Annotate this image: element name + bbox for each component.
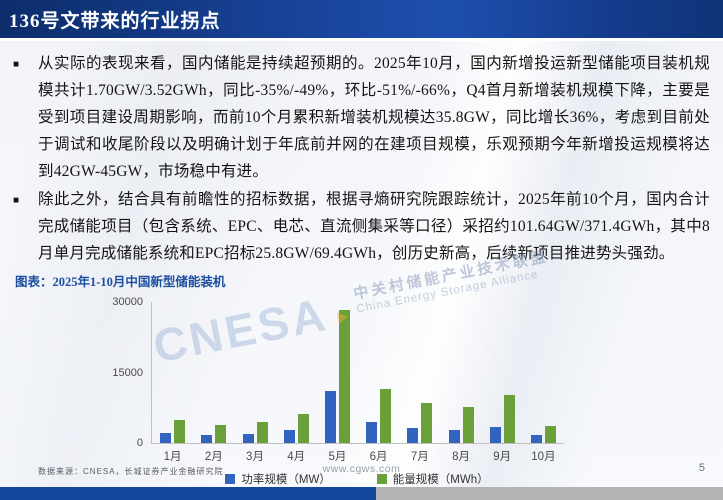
chart-legend: 功率规模（MW） 能量规模（MWh） xyxy=(151,471,563,487)
bullet-text: 除此之外，结合具有前瞻性的招标数据，根据寻熵研究院跟踪统计，2025年前10个月… xyxy=(38,191,710,262)
bar xyxy=(160,433,172,443)
bar xyxy=(366,422,378,443)
bar xyxy=(256,422,268,443)
bar xyxy=(174,419,186,443)
bar-group xyxy=(482,302,523,443)
x-tick-label: 6月 xyxy=(369,451,388,463)
bar-group xyxy=(523,302,564,443)
bar xyxy=(530,435,542,443)
bar-group xyxy=(399,302,440,443)
bar xyxy=(380,388,392,443)
x-tick-label: 8月 xyxy=(452,451,470,463)
x-tick-label: 1月 xyxy=(163,451,182,463)
bar-group xyxy=(193,302,234,443)
bar-group xyxy=(234,302,275,443)
footer-website: www.cgws.com xyxy=(322,463,401,475)
page-number: 5 xyxy=(698,462,705,474)
x-tick-label: 9月 xyxy=(493,451,512,463)
bar xyxy=(448,430,460,443)
bottom-bar-blue-segment xyxy=(0,487,376,500)
legend-item: 能量规模（MWh） xyxy=(376,471,489,487)
x-tick-label: 7月 xyxy=(410,451,429,463)
legend-swatch xyxy=(376,474,387,484)
x-tick-label: 5月 xyxy=(328,451,347,463)
x-axis-labels: 1月 2月 3月 4月 5月 6月 7月 8月 9月 10月 xyxy=(152,444,564,464)
list-item: ■ 除此之外，结合具有前瞻性的招标数据，根据寻熵研究院跟踪统计，2025年前10… xyxy=(13,186,710,267)
bullet-icon: ■ xyxy=(13,195,20,206)
bullet-text: 从实际的表现来看，国内储能是持续超预期的。2025年10月，国内新增投运新型储能… xyxy=(38,55,710,180)
bar xyxy=(242,434,254,443)
bar-group xyxy=(152,302,193,443)
chart-caption: 图表：2025年1-10月中国新型储能装机 xyxy=(15,275,226,289)
x-tick-label: 2月 xyxy=(204,451,223,463)
bar-group xyxy=(440,302,481,443)
x-tick-label: 4月 xyxy=(287,451,306,463)
plot-area xyxy=(151,302,564,444)
bar xyxy=(283,429,295,443)
bottom-bar-gray-segment xyxy=(375,487,723,500)
bar xyxy=(338,310,350,443)
slide-header: 136号文带来的行业拐点 xyxy=(0,0,723,41)
bullet-list: ■ 从实际的表现来看，国内储能是持续超预期的。2025年10月，国内新增投运新型… xyxy=(0,41,723,267)
bar-group xyxy=(317,302,358,443)
legend-label: 能量规模（MWh） xyxy=(392,474,489,486)
x-tick-label: 3月 xyxy=(246,451,264,463)
bar xyxy=(421,403,433,443)
y-tick-label: 15000 xyxy=(112,366,143,379)
y-axis: 0 15000 30000 xyxy=(103,296,151,449)
bar xyxy=(462,406,474,443)
y-tick-label: 30000 xyxy=(112,296,143,308)
bar-chart: 0 15000 30000 1月 2月 3月 4月 5月 6月 7月 8月 9月 10月 功率规模（M… xyxy=(103,296,593,487)
bar xyxy=(503,395,515,443)
data-source-note: 数据来源：CNESA，长城证券产业金融研究院 xyxy=(38,467,224,476)
bar xyxy=(297,414,309,443)
bottom-bar xyxy=(0,487,723,500)
legend-swatch xyxy=(225,474,236,484)
bullet-icon: ■ xyxy=(13,59,20,70)
bar xyxy=(544,426,556,443)
legend-label: 功率规模（MW） xyxy=(241,474,331,486)
bar-group xyxy=(358,302,399,443)
bar xyxy=(324,390,336,443)
x-tick-label: 10月 xyxy=(531,451,556,463)
bar xyxy=(407,427,419,443)
bar xyxy=(489,427,501,443)
bar xyxy=(215,424,227,443)
bar xyxy=(201,435,213,443)
bar-group xyxy=(276,302,317,443)
page-title: 136号文带来的行业拐点 xyxy=(9,10,221,32)
list-item: ■ 从实际的表现来看，国内储能是持续超预期的。2025年10月，国内新增投运新型… xyxy=(13,50,710,185)
legend-item: 功率规模（MW） xyxy=(225,471,331,487)
y-tick-label: 0 xyxy=(136,437,143,449)
